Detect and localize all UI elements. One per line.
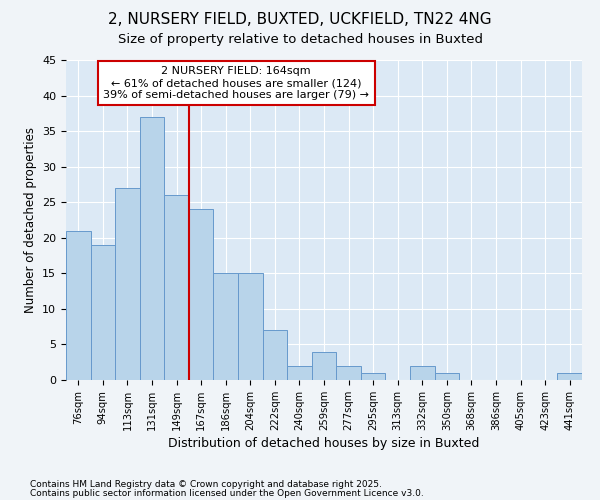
Text: Size of property relative to detached houses in Buxted: Size of property relative to detached ho… xyxy=(118,32,482,46)
Text: Contains HM Land Registry data © Crown copyright and database right 2025.: Contains HM Land Registry data © Crown c… xyxy=(30,480,382,489)
X-axis label: Distribution of detached houses by size in Buxted: Distribution of detached houses by size … xyxy=(169,437,479,450)
Bar xyxy=(263,330,287,380)
Bar xyxy=(164,195,189,380)
Y-axis label: Number of detached properties: Number of detached properties xyxy=(23,127,37,313)
Bar xyxy=(336,366,361,380)
Bar xyxy=(140,117,164,380)
Bar xyxy=(66,230,91,380)
Bar xyxy=(214,274,238,380)
Bar xyxy=(557,373,582,380)
Bar xyxy=(434,373,459,380)
Bar xyxy=(410,366,434,380)
Bar xyxy=(312,352,336,380)
Bar xyxy=(91,245,115,380)
Bar xyxy=(238,274,263,380)
Bar xyxy=(189,210,214,380)
Text: 2 NURSERY FIELD: 164sqm
← 61% of detached houses are smaller (124)
39% of semi-d: 2 NURSERY FIELD: 164sqm ← 61% of detache… xyxy=(103,66,369,100)
Bar xyxy=(115,188,140,380)
Text: Contains public sector information licensed under the Open Government Licence v3: Contains public sector information licen… xyxy=(30,488,424,498)
Bar xyxy=(287,366,312,380)
Bar xyxy=(361,373,385,380)
Text: 2, NURSERY FIELD, BUXTED, UCKFIELD, TN22 4NG: 2, NURSERY FIELD, BUXTED, UCKFIELD, TN22… xyxy=(108,12,492,28)
